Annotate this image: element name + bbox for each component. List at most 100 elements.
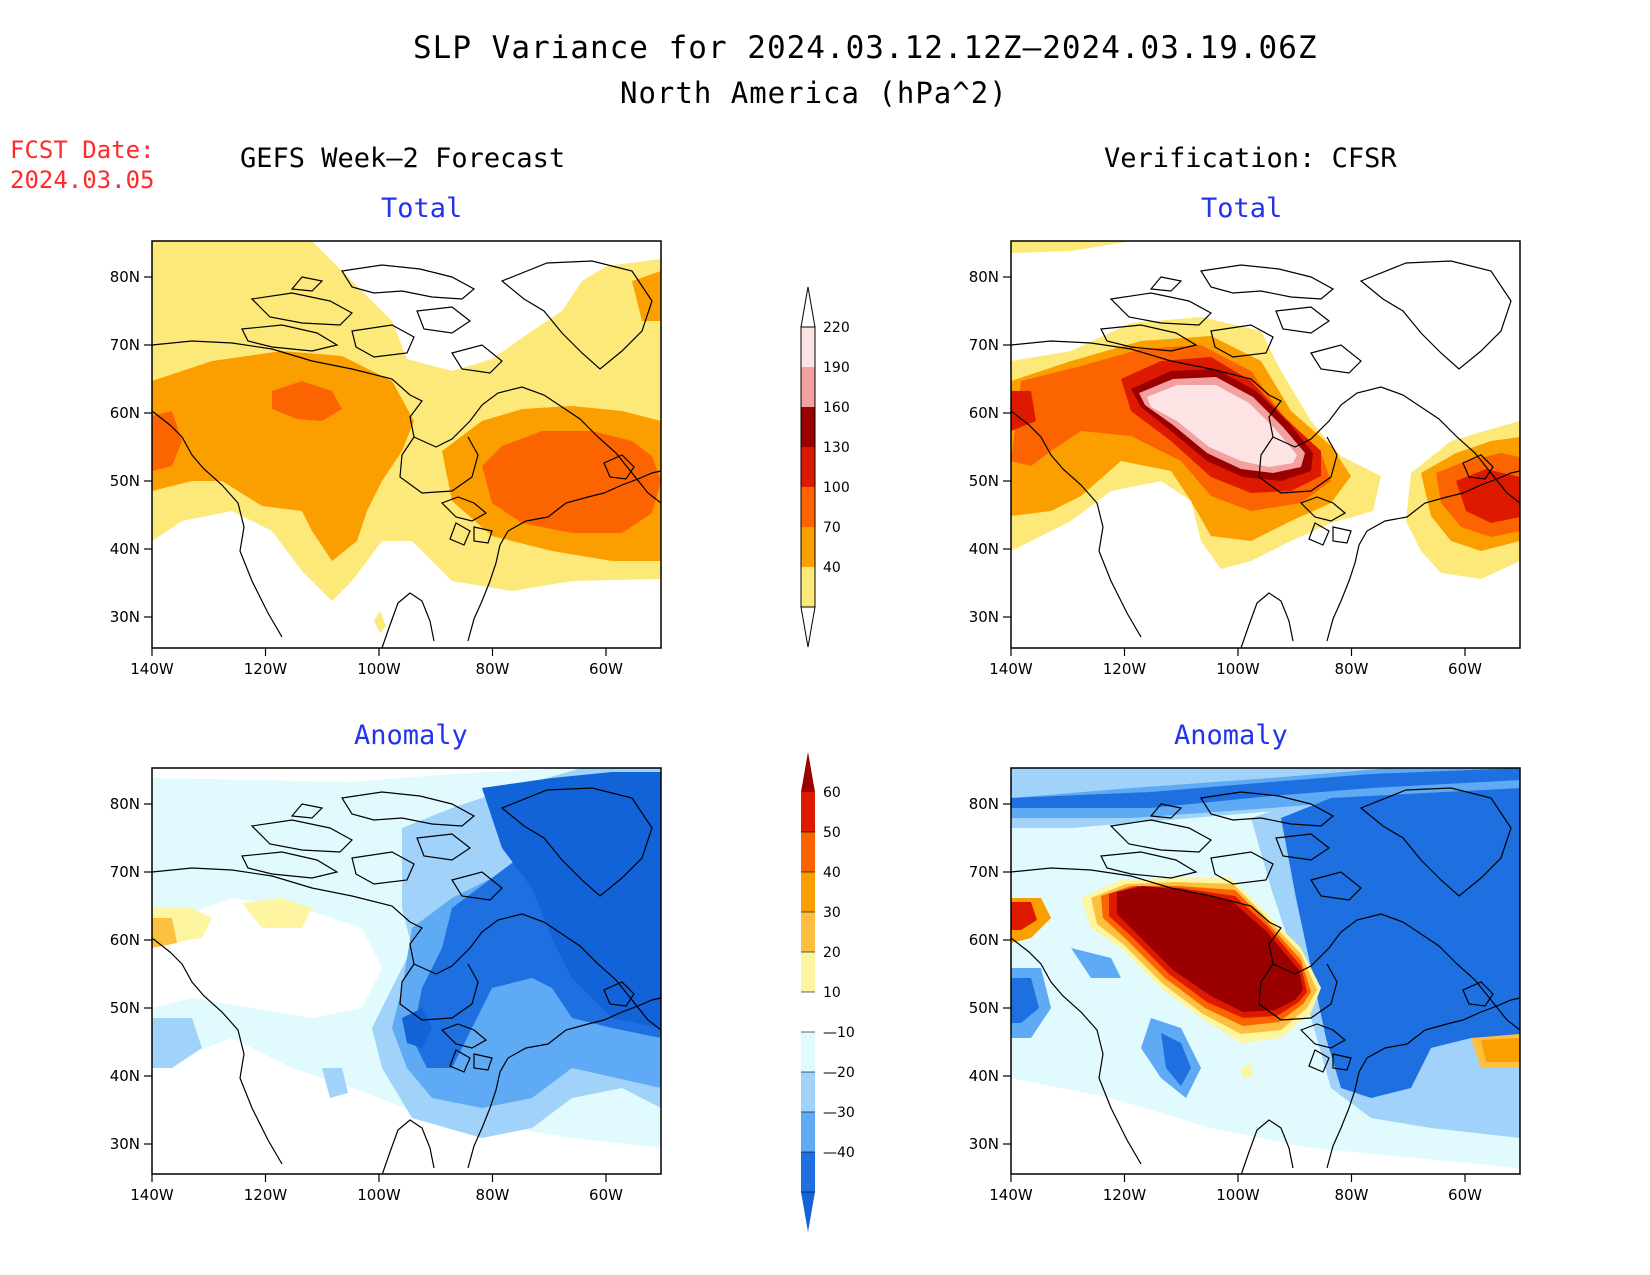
lat-tick-label: 60N (969, 404, 999, 422)
map-forecast-anomaly (152, 768, 661, 1174)
lon-tick-label: 80W (476, 660, 510, 678)
lat-tick-label: 50N (110, 472, 140, 490)
lat-tick-label: 50N (969, 999, 999, 1017)
chart-title: SLP Variance for 2024.03.12.12Z—2024.03.… (413, 30, 1318, 66)
panel-title-forecast-anomaly: Anomaly (354, 720, 468, 751)
colorbar-anomaly-swatch (801, 1152, 815, 1192)
colorbar-anomaly-label: 20 (823, 945, 841, 961)
lon-tick-label: 60W (589, 1186, 623, 1204)
lat-tick-label: 30N (969, 1135, 999, 1153)
lon-tick-label: 140W (130, 660, 174, 678)
lat-tick-label: 40N (110, 540, 140, 558)
lon-tick-label: 120W (244, 660, 288, 678)
colorbar-anomaly-swatch (801, 952, 815, 992)
colorbar-total-label: 100 (823, 480, 850, 496)
colorbar-anomaly-label: 10 (823, 985, 841, 1001)
lon-tick-label: 140W (989, 1186, 1033, 1204)
frame-forecast-anomaly (151, 767, 662, 1175)
lat-tick-label: 70N (110, 336, 140, 354)
lat-tick-label: 80N (110, 795, 140, 813)
colorbar-total-swatch (801, 527, 815, 567)
colorbar-total-label: 70 (823, 520, 841, 536)
lat-tick-label: 40N (969, 1067, 999, 1085)
colorbar-anomaly: 60 50 40 30 20 10 —10 —20 —30 —40 (801, 752, 855, 1232)
colorbar-anomaly-label: —10 (823, 1025, 855, 1041)
lon-tick-label: 80W (1335, 1186, 1369, 1204)
colorbar-anomaly-swatch (801, 832, 815, 872)
colorbar-total-outline (800, 326, 816, 608)
fcst-date-label: FCST Date: (10, 136, 155, 164)
colorbar-anomaly-bottom-arrow (801, 1192, 815, 1232)
lat-tick-label: 60N (110, 404, 140, 422)
colorbar-anomaly-swatch (801, 912, 815, 952)
frame-verification-total (1010, 240, 1521, 649)
colorbar-total-swatch (801, 567, 815, 607)
lon-tick-label: 120W (1103, 660, 1147, 678)
map-forecast-total (152, 241, 661, 648)
colorbar-total-label: 190 (823, 360, 850, 376)
colorbar-total-swatch (801, 327, 815, 367)
colorbar-total-top-cap (800, 286, 816, 328)
lon-tick-label: 60W (589, 660, 623, 678)
frame-verification-anomaly (1010, 767, 1521, 1175)
lon-tick-label: 100W (357, 1186, 401, 1204)
lat-tick-label: 80N (969, 268, 999, 286)
colorbar-anomaly-swatch (801, 792, 815, 832)
colorbar-anomaly-label: 40 (823, 865, 841, 881)
colorbar-anomaly-swatch (801, 992, 815, 1032)
lon-tick-label: 100W (1216, 1186, 1260, 1204)
chart-subtitle: North America (hPa^2) (620, 76, 1008, 110)
fcst-date-value: 2024.03.05 (10, 166, 155, 194)
map-verification-anomaly (1011, 768, 1520, 1174)
panel-title-verification-anomaly: Anomaly (1174, 720, 1288, 751)
left-column-title: GEFS Week—2 Forecast (240, 143, 566, 174)
colorbar-anomaly-label: —30 (823, 1105, 855, 1121)
colorbar-anomaly-label: 60 (823, 785, 841, 801)
lon-tick-label: 120W (244, 1186, 288, 1204)
colorbar-anomaly-swatch (801, 1072, 815, 1112)
colorbar-total-label: 40 (823, 560, 841, 576)
lat-tick-label: 60N (110, 931, 140, 949)
lon-tick-label: 60W (1448, 660, 1482, 678)
lon-tick-label: 80W (1335, 660, 1369, 678)
lat-tick-label: 70N (110, 863, 140, 881)
right-column-title: Verification: CFSR (1104, 143, 1397, 174)
colorbar-anomaly-swatch (801, 1112, 815, 1152)
lon-tick-label: 120W (1103, 1186, 1147, 1204)
lon-tick-label: 140W (130, 1186, 174, 1204)
colorbar-anomaly-swatch (801, 872, 815, 912)
colorbar-anomaly-top-arrow (801, 752, 815, 792)
colorbar-anomaly-label: 50 (823, 825, 841, 841)
lat-tick-label: 40N (110, 1067, 140, 1085)
lon-tick-label: 140W (989, 660, 1033, 678)
colorbar-anomaly-swatch (801, 1032, 815, 1072)
colorbar-anomaly-label: —20 (823, 1065, 855, 1081)
lon-tick-label: 60W (1448, 1186, 1482, 1204)
lon-tick-label: 100W (357, 660, 401, 678)
frame-forecast-total (151, 240, 662, 649)
lat-tick-label: 50N (969, 472, 999, 490)
colorbar-anomaly-label: 30 (823, 905, 841, 921)
panel-title-forecast-total: Total (381, 193, 463, 224)
colorbar-total-swatch (801, 407, 815, 447)
lat-tick-label: 60N (969, 931, 999, 949)
lat-tick-label: 30N (110, 1135, 140, 1153)
lat-tick-label: 30N (110, 608, 140, 626)
colorbar-anomaly-label: —40 (823, 1145, 855, 1161)
lon-tick-label: 100W (1216, 660, 1260, 678)
lat-tick-label: 70N (969, 336, 999, 354)
map-verification-total (1011, 241, 1520, 648)
lat-tick-label: 80N (110, 268, 140, 286)
lat-tick-label: 80N (969, 795, 999, 813)
colorbar-total: 220 190 160 130 100 70 40 (800, 286, 850, 648)
panel-title-verification-total: Total (1201, 193, 1283, 224)
axes-layer: 140W 120W 100W 80W 60W 80N 70N 60N 50N 40N 30N 140W… (110, 268, 1482, 1204)
colorbar-total-swatch (801, 487, 815, 527)
colorbar-total-label: 220 (823, 320, 850, 336)
colorbar-total-swatch (801, 367, 815, 407)
colorbar-total-bottom-cap (800, 606, 816, 648)
lat-tick-label: 40N (969, 540, 999, 558)
lat-tick-label: 50N (110, 999, 140, 1017)
lat-tick-label: 30N (969, 608, 999, 626)
